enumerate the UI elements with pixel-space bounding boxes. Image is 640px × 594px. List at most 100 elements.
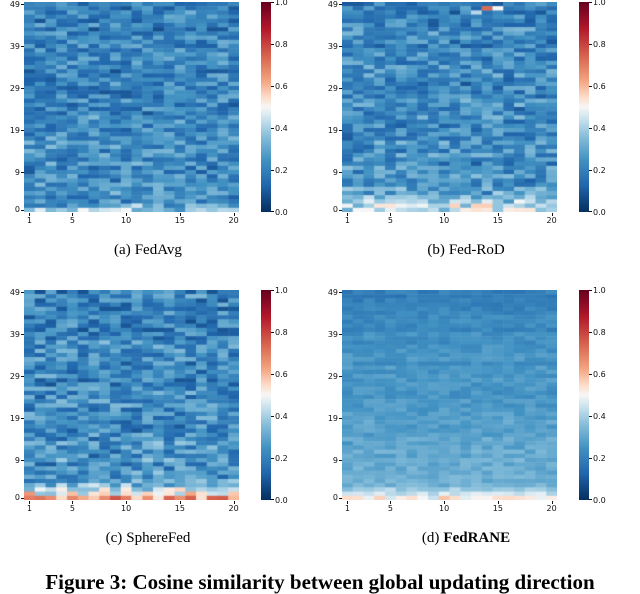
colorbar-tick-mark bbox=[589, 332, 592, 333]
y-tick-mark bbox=[339, 172, 342, 174]
heatmap-canvas-b bbox=[342, 2, 557, 212]
colorbar-tick-mark bbox=[589, 211, 592, 212]
y-tick-mark bbox=[21, 418, 24, 420]
x-tick-label: 5 bbox=[69, 504, 75, 513]
colorbar-tick-mark bbox=[271, 128, 274, 129]
y-tick-label: 29 bbox=[327, 371, 338, 381]
y-tick-mark bbox=[21, 46, 24, 48]
heatmap-canvas-a bbox=[24, 2, 239, 212]
x-tick-mark bbox=[29, 213, 31, 216]
colorbar-tick-mark bbox=[589, 44, 592, 45]
y-tick-mark bbox=[21, 334, 24, 336]
colorbar-tick-label: 0.8 bbox=[593, 327, 606, 337]
colorbar-tick-label: 0.6 bbox=[593, 81, 606, 91]
y-tick-label: 19 bbox=[9, 125, 20, 135]
colorbar-canvas-d bbox=[579, 290, 589, 500]
colorbar-tick-label: 0.4 bbox=[593, 411, 606, 421]
heatmap-panel-a: (a) FedAvg 0 9 19 29 39 49 1 5 10 15 20 1.0 0.8 0.6 0.4… bbox=[4, 0, 320, 284]
y-tick-mark bbox=[21, 497, 24, 499]
x-tick-label: 5 bbox=[387, 504, 393, 513]
colorbar-tick-label: 0.4 bbox=[275, 411, 288, 421]
heatmap-canvas-c bbox=[24, 290, 239, 500]
y-tick-mark bbox=[339, 209, 342, 211]
heatmap-panel-c: (c) SphereFed 0 9 19 29 39 49 1 5 10 15 20 1.0 0.8 0.6… bbox=[4, 286, 320, 572]
y-tick-label: 9 bbox=[332, 455, 338, 465]
heatmap-panel-b: (b) Fed-RoD 0 9 19 29 39 49 1 5 10 15 20 1.0 0.8 0.6 0.… bbox=[322, 0, 638, 284]
subcaption-a: (a) FedAvg bbox=[4, 242, 292, 259]
colorbar-tick-mark bbox=[589, 2, 592, 3]
colorbar-tick-mark bbox=[589, 86, 592, 87]
x-tick-mark bbox=[551, 213, 553, 216]
colorbar-tick-label: 0.0 bbox=[275, 207, 288, 217]
y-tick-mark bbox=[339, 292, 342, 294]
subcaption-method-name: SphereFed bbox=[126, 530, 191, 546]
y-tick-mark bbox=[339, 334, 342, 336]
colorbar-tick-mark bbox=[271, 2, 274, 3]
x-tick-label: 15 bbox=[174, 504, 185, 513]
colorbar-tick-mark bbox=[271, 86, 274, 87]
x-tick-label: 5 bbox=[387, 216, 393, 225]
colorbar-tick-mark bbox=[589, 128, 592, 129]
y-tick-label: 19 bbox=[9, 413, 20, 423]
y-tick-label: 49 bbox=[9, 287, 20, 297]
colorbar-tick-mark bbox=[589, 290, 592, 291]
y-tick-mark bbox=[339, 497, 342, 499]
colorbar-tick-label: 0.8 bbox=[593, 39, 606, 49]
y-tick-mark bbox=[21, 172, 24, 174]
x-tick-mark bbox=[72, 213, 74, 216]
y-tick-label: 39 bbox=[9, 41, 20, 51]
heatmap-canvas-d bbox=[342, 290, 557, 500]
x-tick-label: 15 bbox=[174, 216, 185, 225]
x-tick-label: 1 bbox=[26, 216, 32, 225]
colorbar-canvas-b bbox=[579, 2, 589, 212]
x-tick-label: 20 bbox=[546, 216, 557, 225]
x-tick-mark bbox=[72, 501, 74, 504]
x-tick-mark bbox=[444, 213, 446, 216]
y-tick-label: 49 bbox=[327, 287, 338, 297]
x-tick-mark bbox=[497, 501, 499, 504]
x-tick-label: 20 bbox=[228, 216, 239, 225]
y-tick-mark bbox=[21, 4, 24, 6]
y-tick-label: 0 bbox=[14, 493, 20, 503]
y-tick-label: 39 bbox=[327, 329, 338, 339]
x-tick-mark bbox=[347, 213, 349, 216]
colorbar-tick-label: 0.0 bbox=[275, 495, 288, 505]
y-tick-label: 49 bbox=[9, 0, 20, 9]
colorbar-tick-mark bbox=[271, 44, 274, 45]
heatmap-panel-d: (d) FedRANE 0 9 19 29 39 49 1 5 10 15 20 1.0 0.8 0.6 0.… bbox=[322, 286, 638, 572]
colorbar-tick-label: 0.4 bbox=[275, 123, 288, 133]
colorbar-tick-label: 0.6 bbox=[275, 81, 288, 91]
colorbar-tick-mark bbox=[271, 332, 274, 333]
colorbar-tick-label: 0.8 bbox=[275, 39, 288, 49]
y-tick-label: 0 bbox=[332, 493, 338, 503]
subcaption-method-name: FedRANE bbox=[443, 530, 511, 546]
colorbar-tick-mark bbox=[589, 416, 592, 417]
colorbar-tick-label: 0.0 bbox=[593, 495, 606, 505]
y-tick-label: 39 bbox=[9, 329, 20, 339]
x-tick-label: 1 bbox=[344, 504, 350, 513]
x-tick-mark bbox=[444, 501, 446, 504]
x-tick-mark bbox=[233, 213, 235, 216]
colorbar-tick-label: 0.2 bbox=[275, 165, 288, 175]
y-tick-label: 9 bbox=[14, 167, 20, 177]
x-tick-label: 15 bbox=[492, 504, 503, 513]
colorbar-tick-label: 1.0 bbox=[593, 0, 606, 7]
colorbar-tick-mark bbox=[589, 458, 592, 459]
colorbar-tick-mark bbox=[271, 211, 274, 212]
colorbar-canvas-a bbox=[261, 2, 271, 212]
y-tick-label: 19 bbox=[327, 413, 338, 423]
x-tick-mark bbox=[126, 501, 128, 504]
y-tick-mark bbox=[21, 292, 24, 294]
colorbar-tick-mark bbox=[589, 499, 592, 500]
x-tick-mark bbox=[551, 501, 553, 504]
y-tick-mark bbox=[21, 209, 24, 211]
subcaption-prefix: (d) bbox=[421, 530, 440, 546]
x-tick-label: 10 bbox=[121, 504, 132, 513]
x-tick-label: 20 bbox=[228, 504, 239, 513]
y-tick-label: 29 bbox=[9, 371, 20, 381]
colorbar-tick-label: 0.2 bbox=[593, 453, 606, 463]
y-tick-mark bbox=[339, 418, 342, 420]
y-tick-mark bbox=[339, 88, 342, 90]
subcaption-method-name: FedAvg bbox=[134, 242, 182, 258]
